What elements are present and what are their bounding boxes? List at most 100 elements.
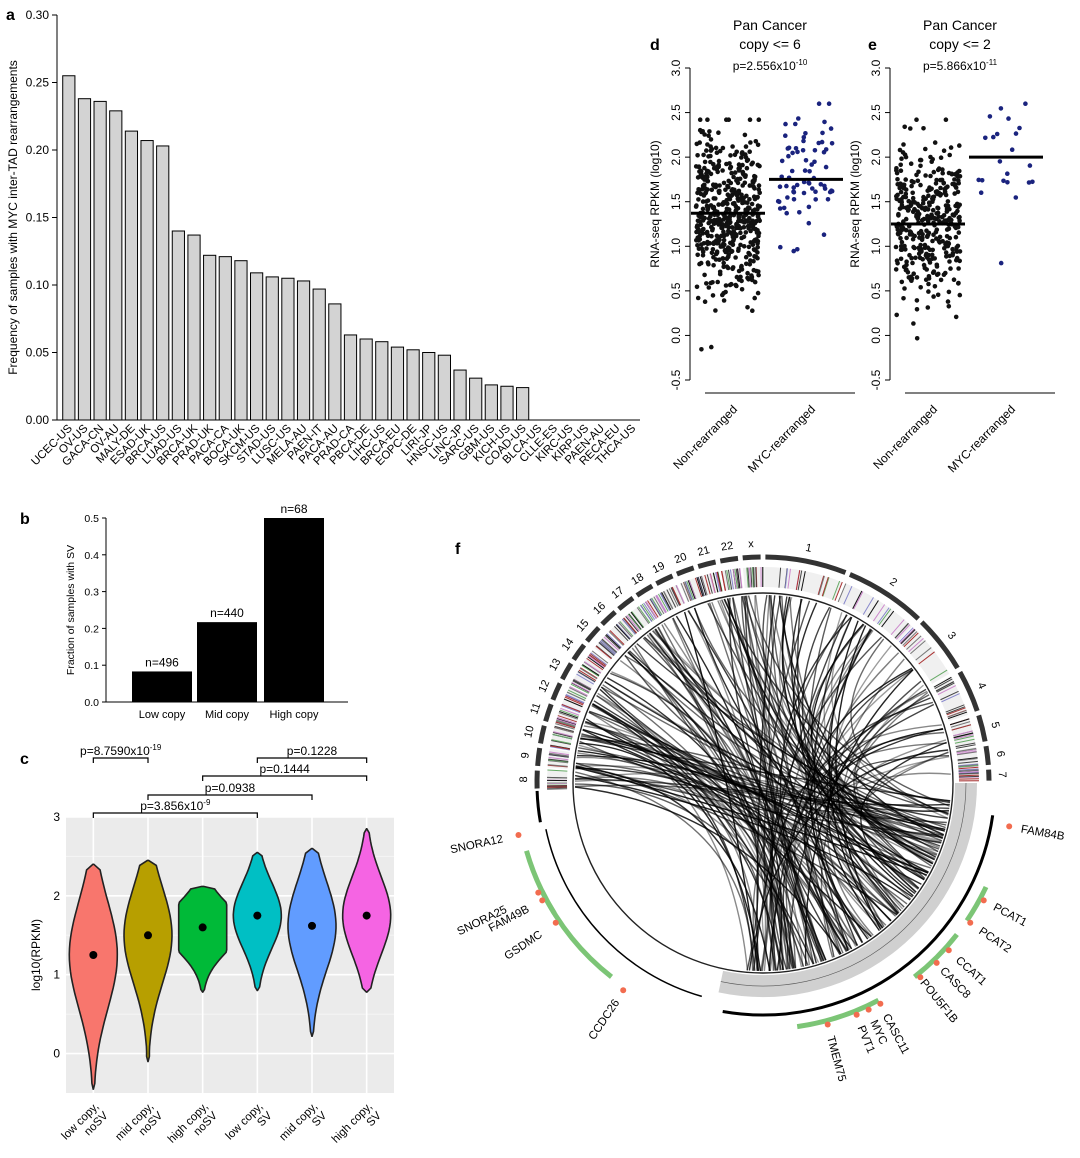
rearrangement-link — [643, 636, 885, 928]
data-point-e — [925, 305, 931, 310]
data-point-d — [736, 162, 742, 167]
data-point-d — [726, 178, 731, 184]
data-point-d — [707, 241, 713, 246]
bar-a — [234, 260, 248, 421]
data-point-d — [734, 283, 739, 289]
y-tick-label-d: 3.0 — [669, 59, 683, 76]
data-point-d — [741, 234, 747, 240]
cytoband-tick — [958, 773, 979, 775]
rearrangement-link — [574, 786, 842, 955]
data-point-e — [951, 277, 957, 283]
data-point-d — [715, 169, 720, 175]
data-point-d — [720, 256, 726, 261]
data-point-d — [756, 216, 762, 222]
data-point-e — [903, 154, 909, 160]
cytoband-tick — [784, 568, 789, 589]
data-point-d — [818, 182, 824, 187]
plot-background-c — [66, 817, 394, 1093]
data-point-d — [720, 145, 726, 151]
comparison-pvalue-c: p=8.7590x10-19 — [80, 743, 162, 758]
data-point-e — [913, 255, 918, 261]
data-point-d — [754, 268, 759, 274]
data-point-d — [716, 158, 722, 164]
data-point-d — [755, 195, 760, 200]
data-point-e — [894, 312, 899, 318]
data-point-e — [947, 259, 952, 264]
data-point-e — [930, 157, 935, 162]
x-tick-label-e: MYC-rearranged — [945, 402, 1018, 475]
chromosome-label: 18 — [629, 571, 646, 588]
cytoband-tick — [550, 745, 571, 750]
data-point-e — [906, 275, 912, 280]
data-point-e — [934, 190, 939, 195]
n-label-b: n=440 — [210, 606, 244, 620]
data-point-e — [957, 292, 963, 298]
data-point-e — [943, 203, 949, 208]
cytoband-tick — [650, 598, 662, 616]
y-axis-title-e: RNA-seq RPKM (log10) — [848, 140, 862, 267]
cytoband-tick — [936, 682, 955, 693]
data-point-d — [697, 233, 702, 239]
data-point-e — [953, 314, 959, 320]
cytoband-tick — [818, 575, 825, 596]
cytoband-tick — [603, 636, 620, 651]
data-point-e — [956, 178, 961, 183]
cytoband-ring — [608, 619, 636, 646]
data-point-e — [957, 143, 962, 148]
data-point-e — [914, 298, 920, 303]
data-point-e — [906, 198, 911, 204]
data-point-e — [930, 247, 935, 253]
cytoband-tick — [953, 730, 973, 737]
data-point-e — [898, 189, 904, 195]
cytoband-tick — [941, 693, 960, 703]
cytoband-tick — [564, 696, 584, 706]
data-point-d — [745, 270, 750, 276]
rearrangement-link — [745, 595, 920, 889]
data-point-d — [709, 219, 714, 224]
chromosome-band — [600, 610, 617, 627]
data-point-e — [946, 289, 952, 295]
data-point-d — [717, 183, 722, 188]
data-point-e — [921, 194, 926, 200]
chromosome-label: 2 — [887, 576, 899, 589]
data-point-d — [755, 142, 761, 148]
gene-marker — [967, 919, 974, 926]
data-point-d — [702, 165, 707, 171]
data-point-e — [899, 156, 904, 161]
cytoband-tick — [822, 577, 830, 597]
cytoband-tick — [601, 638, 618, 653]
rearrangement-link — [707, 602, 917, 893]
comparison-bracket-c — [92, 757, 149, 763]
chromosome-label: 21 — [696, 544, 711, 559]
y-axis-title-a: Frequency of samples with MYC inter-TAD … — [6, 60, 20, 375]
data-point-e — [921, 262, 927, 268]
data-point-d — [756, 117, 762, 122]
rearrangement-link — [770, 636, 882, 970]
bar-a — [359, 338, 373, 421]
data-point-d — [777, 206, 783, 211]
data-point-e — [952, 172, 958, 177]
data-point-e — [923, 173, 928, 178]
data-point-e — [904, 235, 909, 241]
data-point-e — [947, 235, 953, 241]
chromosome-band — [617, 596, 635, 611]
rearrangement-link — [575, 762, 853, 950]
data-point-d — [821, 232, 827, 237]
chromosome-band — [635, 583, 654, 598]
data-point-e — [932, 256, 937, 261]
data-point-d — [795, 247, 800, 252]
cytoband-tick — [556, 718, 576, 726]
data-point-e — [928, 173, 933, 179]
violin-c — [68, 863, 119, 1090]
data-point-d — [705, 142, 710, 147]
data-point-d — [693, 204, 699, 209]
data-point-d — [699, 347, 704, 352]
data-point-d — [747, 117, 753, 122]
data-point-d — [710, 247, 716, 252]
cytoband-tick — [934, 678, 953, 690]
rearrangement-link — [606, 677, 817, 964]
data-point-e — [918, 163, 923, 169]
data-point-e — [909, 278, 914, 284]
cytoband-tick — [671, 586, 682, 606]
data-point-e — [1027, 163, 1033, 168]
